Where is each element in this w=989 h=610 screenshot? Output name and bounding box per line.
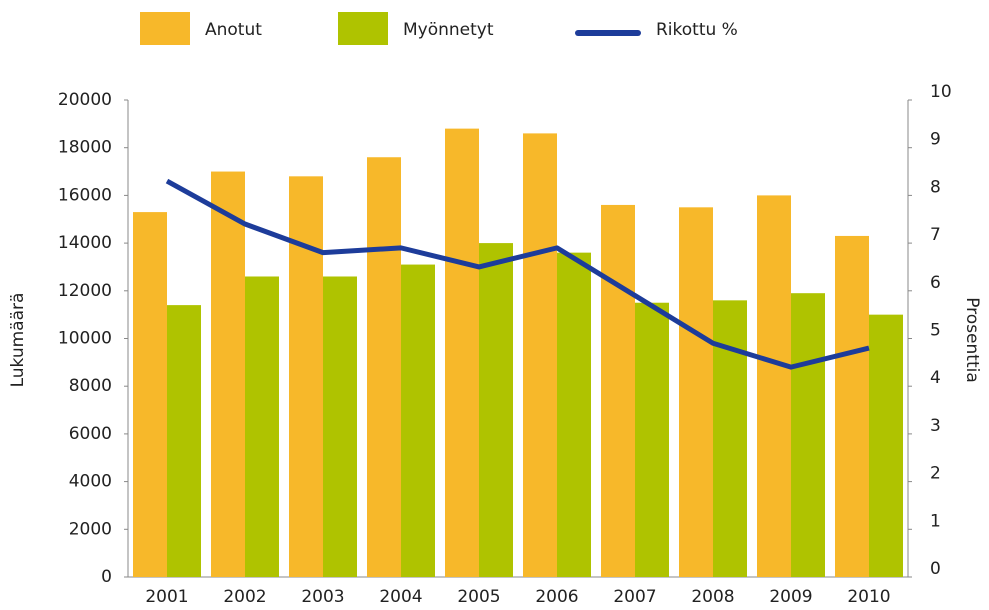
y2-tick-label: 7 — [930, 225, 941, 245]
x-tick-label: 2006 — [535, 587, 578, 607]
x-tick-label: 2008 — [691, 587, 734, 607]
bar — [757, 195, 791, 577]
y2-tick-label: 10 — [930, 82, 952, 102]
x-tick-label: 2001 — [145, 587, 188, 607]
y2-tick-label: 4 — [930, 368, 941, 388]
y-axis-label: Lukumäärä — [8, 293, 28, 388]
y-tick-label: 0 — [101, 567, 112, 587]
y-tick-label: 4000 — [69, 472, 112, 492]
bar — [445, 128, 479, 577]
y2-axis-label: Prosenttia — [962, 297, 982, 383]
legend-swatch — [140, 12, 190, 45]
bar — [133, 212, 167, 577]
y-tick-label: 10000 — [58, 329, 112, 349]
y-tick-label: 14000 — [58, 233, 112, 253]
bar — [523, 133, 557, 577]
bar — [167, 305, 201, 577]
bar — [635, 302, 669, 577]
bar — [791, 293, 825, 577]
x-tick-label: 2007 — [613, 587, 656, 607]
bar — [713, 300, 747, 577]
x-tick-label: 2002 — [223, 587, 266, 607]
line — [165, 178, 870, 370]
y-tick-label: 16000 — [58, 185, 112, 205]
bar — [869, 314, 903, 577]
x-tick-label: 2005 — [457, 587, 500, 607]
y2-tick-label: 5 — [930, 321, 941, 341]
y-tick-label: 8000 — [69, 376, 112, 396]
y-tick-label: 6000 — [69, 424, 112, 444]
x-tick-label: 2010 — [847, 587, 890, 607]
bar — [245, 276, 279, 577]
bar — [367, 157, 401, 578]
y2-tick-label: 2 — [930, 464, 941, 484]
bar — [479, 243, 513, 577]
bar — [835, 235, 869, 577]
y-tick-label: 2000 — [69, 519, 112, 539]
bar — [557, 252, 591, 577]
y2-tick-label: 8 — [930, 177, 941, 197]
y-tick-label: 20000 — [58, 90, 112, 110]
bar — [679, 207, 713, 577]
y-tick-label: 18000 — [58, 138, 112, 158]
bar — [211, 171, 245, 578]
bar — [601, 204, 635, 577]
y2-tick-label: 3 — [930, 416, 941, 436]
legend-label: Rikottu % — [656, 20, 738, 40]
x-tick-label: 2009 — [769, 587, 812, 607]
legend-label: Anotut — [205, 20, 262, 40]
legend-label: Myönnetyt — [403, 20, 494, 40]
y2-tick-label: 0 — [930, 559, 941, 579]
bar — [323, 276, 357, 577]
x-tick-label: 2003 — [301, 587, 344, 607]
y2-tick-label: 1 — [930, 511, 941, 531]
x-tick-label: 2004 — [379, 587, 422, 607]
y-tick-label: 12000 — [58, 281, 112, 301]
bar — [289, 176, 323, 577]
bar — [401, 264, 435, 577]
y2-tick-label: 6 — [930, 273, 941, 293]
y2-tick-label: 9 — [930, 130, 941, 150]
legend-swatch — [338, 12, 388, 45]
